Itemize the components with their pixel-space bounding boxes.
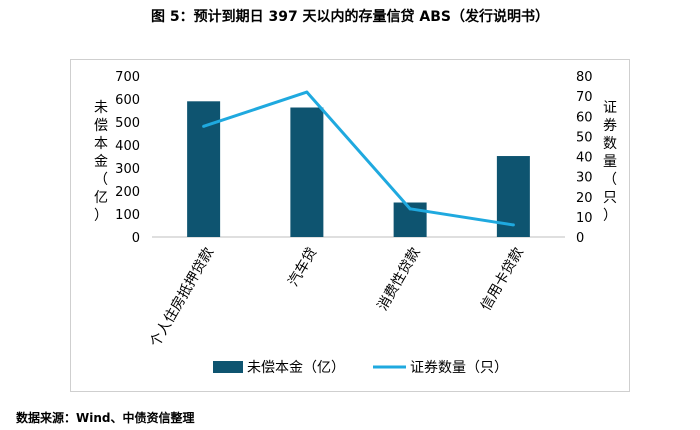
x-category-label: 个人住房抵押贷款 [147, 245, 217, 350]
y-right-tick-label: 50 [576, 130, 593, 145]
figure-title: 图 5：预计到期日 397 天以内的存量信贷 ABS（发行说明书） [150, 9, 550, 25]
y-left-tick-label: 100 [115, 208, 140, 223]
y-right-tick-label: 80 [576, 70, 593, 85]
y-right-axis-title: 证券数量（只） [603, 100, 617, 224]
data-source-note: 数据来源：Wind、中债资信整理 [16, 411, 195, 425]
bar-2 [290, 107, 324, 237]
y-left-tick-label: 300 [115, 162, 140, 177]
y-left-tick-label: 0 [132, 231, 140, 246]
x-category-label: 消费性贷款 [375, 245, 424, 314]
y-right-tick-label: 20 [576, 191, 593, 206]
line-point-4 [511, 223, 515, 227]
y-left-tick-label: 700 [115, 70, 140, 85]
line-point-2 [305, 90, 309, 94]
x-category-label: 信用卡贷款 [478, 245, 527, 314]
line-series [203, 90, 514, 227]
y-right-tick-label: 60 [576, 110, 593, 125]
x-category-label: 汽车贷 [285, 245, 321, 290]
y-left-tick-label: 600 [115, 93, 140, 108]
y-right-tick-label: 0 [576, 231, 584, 246]
y-left-tick-label: 200 [115, 185, 140, 200]
legend-bar-swatch [213, 361, 243, 373]
y-left-axis-title: 未偿本金（亿） [94, 100, 108, 224]
chart-frame [70, 59, 630, 392]
y-right-tick-label: 30 [576, 171, 593, 186]
line-point-1 [202, 124, 206, 128]
legend-bar-label: 未偿本金（亿） [247, 360, 345, 376]
y-right-tick-label: 70 [576, 90, 593, 105]
legend-line-label: 证券数量（只） [410, 360, 508, 376]
y-left-tick-label: 400 [115, 139, 140, 154]
y-right-tick-label: 40 [576, 151, 593, 166]
y-right-tick-label: 10 [576, 211, 593, 226]
y-left-tick-label: 500 [115, 116, 140, 131]
line-point-3 [408, 207, 412, 211]
